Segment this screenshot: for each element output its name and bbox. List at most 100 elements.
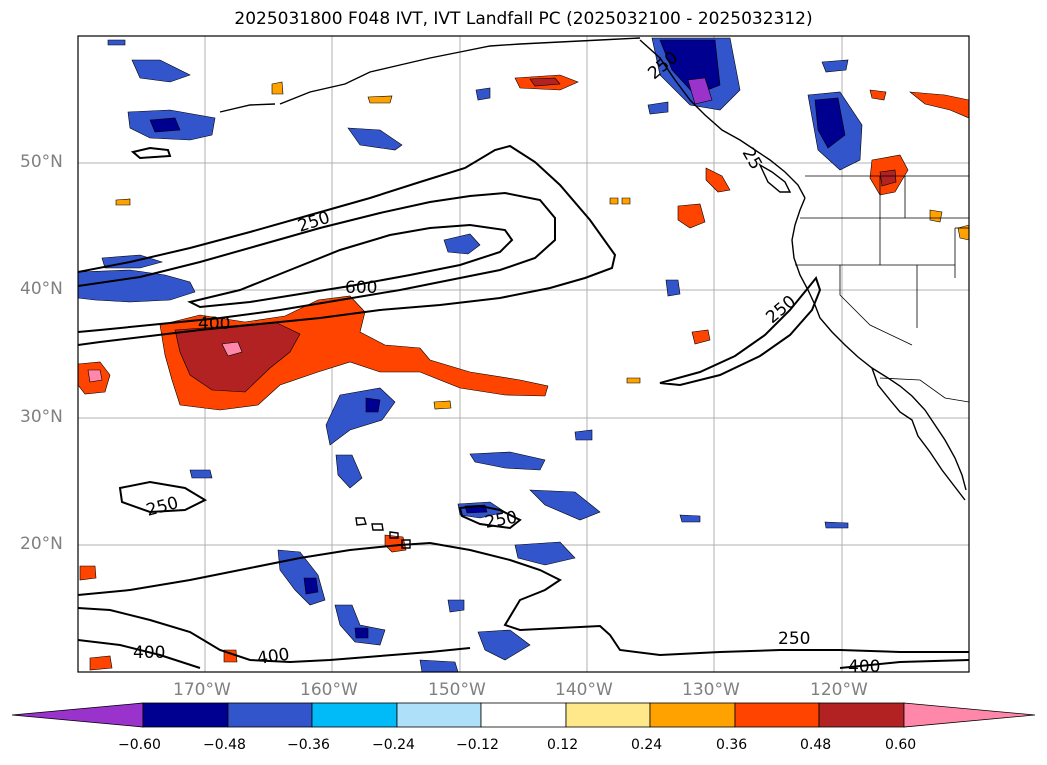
border-us-mexico xyxy=(879,377,969,403)
warm-blob-south2 xyxy=(89,655,113,671)
coastlines xyxy=(131,37,967,549)
colorbar-tick-label: 0.60 xyxy=(885,737,917,753)
map-title: 2025031800 F048 IVT, IVT Landfall PC (20… xyxy=(234,9,813,29)
cool-blob-s4 xyxy=(469,451,546,471)
colorbar-tick-label: −0.36 xyxy=(287,737,330,753)
cool-blob-ne3 xyxy=(821,59,849,73)
cool-blob-nw3 xyxy=(347,127,403,151)
cool-blob-ne2-core xyxy=(814,97,846,149)
ivt-contour-600-jet xyxy=(187,223,514,309)
cool-blob-mid1 xyxy=(443,233,481,255)
colorbar xyxy=(11,702,1036,728)
cool-blob-s2 xyxy=(335,454,363,489)
colorbar-segment-navy xyxy=(142,702,229,728)
cool-blob-s8 xyxy=(334,604,386,646)
ivt-contour-400-south xyxy=(78,541,969,657)
warm-blob-small2 xyxy=(621,197,631,205)
cool-blob-mid2 xyxy=(665,279,681,297)
ivt-contour-250-hawaii xyxy=(458,504,522,530)
contour-label: 400 xyxy=(198,314,230,334)
colorbar-tick-label: 0.24 xyxy=(631,737,663,753)
ivt-contour-250-coast xyxy=(659,275,822,387)
warm-blob-east2 xyxy=(909,91,969,119)
warm-blob-east4 xyxy=(957,224,969,241)
cool-blob-s9 xyxy=(477,629,531,661)
warm-blob-small5 xyxy=(115,198,131,206)
colorbar-segment-red-orange xyxy=(734,702,820,728)
cool-blob-ne6 xyxy=(475,87,491,101)
colorbar-tick-label: −0.24 xyxy=(372,737,415,753)
colorbar-segment-white xyxy=(480,702,567,728)
colorbar-tick-label: −0.60 xyxy=(118,737,161,753)
warm-blob-north1-core xyxy=(529,77,561,87)
warm-blob-mid3 xyxy=(691,329,711,345)
cool-blob-ne4 xyxy=(647,101,669,115)
colorbar-segment-pink xyxy=(903,702,1036,728)
ivt-contour-400-south2 xyxy=(78,607,471,669)
cool-blob-s12 xyxy=(189,469,213,479)
contour-label: 400 xyxy=(848,657,880,677)
ivt-contour-250-jet xyxy=(78,144,617,346)
warm-blob-pink xyxy=(221,341,243,357)
warm-blob-small4 xyxy=(271,81,284,95)
cool-blob-s1-core xyxy=(365,397,381,413)
colorbar-segment-orange xyxy=(649,702,736,728)
lat-label-20: 20°N xyxy=(20,534,63,554)
warm-blob-small6 xyxy=(929,209,943,223)
contour-label: 250 xyxy=(762,292,800,328)
cool-blob-s7-core xyxy=(303,577,319,595)
warm-blob-small3 xyxy=(626,377,641,384)
coastline-baja xyxy=(871,367,966,501)
coastline-vancouver-island xyxy=(758,163,792,193)
cool-blob-s15 xyxy=(574,429,593,441)
lat-label-30: 30°N xyxy=(20,407,63,427)
cool-blob-s13 xyxy=(679,514,701,523)
colorbar-segment-dark-red xyxy=(818,702,905,728)
warm-blob-north2 xyxy=(367,95,393,104)
lon-label-140: 140°W xyxy=(555,680,613,700)
cool-blob-west xyxy=(78,269,196,303)
lon-label-150: 150°W xyxy=(428,680,486,700)
coastline-alaska xyxy=(219,37,641,113)
warm-blob-mid2 xyxy=(705,167,731,193)
cool-blob-s6 xyxy=(514,541,576,566)
ivt-contours xyxy=(78,144,969,669)
colorbar-segment-blue xyxy=(227,702,313,728)
colorbar-tick-label: 0.12 xyxy=(547,737,579,753)
contour-label: 250 xyxy=(778,629,810,649)
colorbar-tick-label: 0.36 xyxy=(716,737,748,753)
warm-blob-east1-core xyxy=(879,169,897,187)
colorbar-segment-light-blue xyxy=(396,702,482,728)
warm-blob-mid4 xyxy=(433,400,452,410)
cool-blob-s10 xyxy=(419,659,459,672)
negative-pc-regions xyxy=(78,37,863,672)
contour-label: 250 xyxy=(295,208,332,237)
warm-blob-small1 xyxy=(609,197,619,205)
coastline-bc-panhandle xyxy=(639,39,806,199)
contour-label: 400 xyxy=(256,645,291,669)
contour-label: 250 xyxy=(144,493,181,521)
colorbar-segment-yellow xyxy=(565,702,651,728)
cool-blob-s11 xyxy=(447,599,465,613)
ivt-contour-400-jet xyxy=(78,191,556,333)
contour-label: 600 xyxy=(345,278,377,298)
warm-blob-mid5 xyxy=(384,534,407,553)
border-ca-nv xyxy=(839,265,913,346)
lon-label-170: 170°W xyxy=(173,680,231,700)
coastline-hawaii-1 xyxy=(355,517,367,526)
lon-label-160: 160°W xyxy=(300,680,358,700)
colorbar-tick-label: −0.12 xyxy=(456,737,499,753)
cool-blob-s5 xyxy=(529,489,601,521)
cool-blob-ne5 xyxy=(107,39,126,46)
warm-blob-south1 xyxy=(79,565,97,581)
contour-label: 250 xyxy=(483,508,518,533)
map-frame xyxy=(77,35,970,673)
colorbar-segment-purple xyxy=(11,702,144,728)
colorbar-tick-label: 0.48 xyxy=(800,737,832,753)
lon-label-120: 120°W xyxy=(810,680,868,700)
warm-blob-mid1 xyxy=(677,203,706,229)
warm-blob-east3 xyxy=(869,89,887,101)
coastline-hawaii-2 xyxy=(371,523,384,531)
cool-blob-nw1-core xyxy=(149,117,181,133)
